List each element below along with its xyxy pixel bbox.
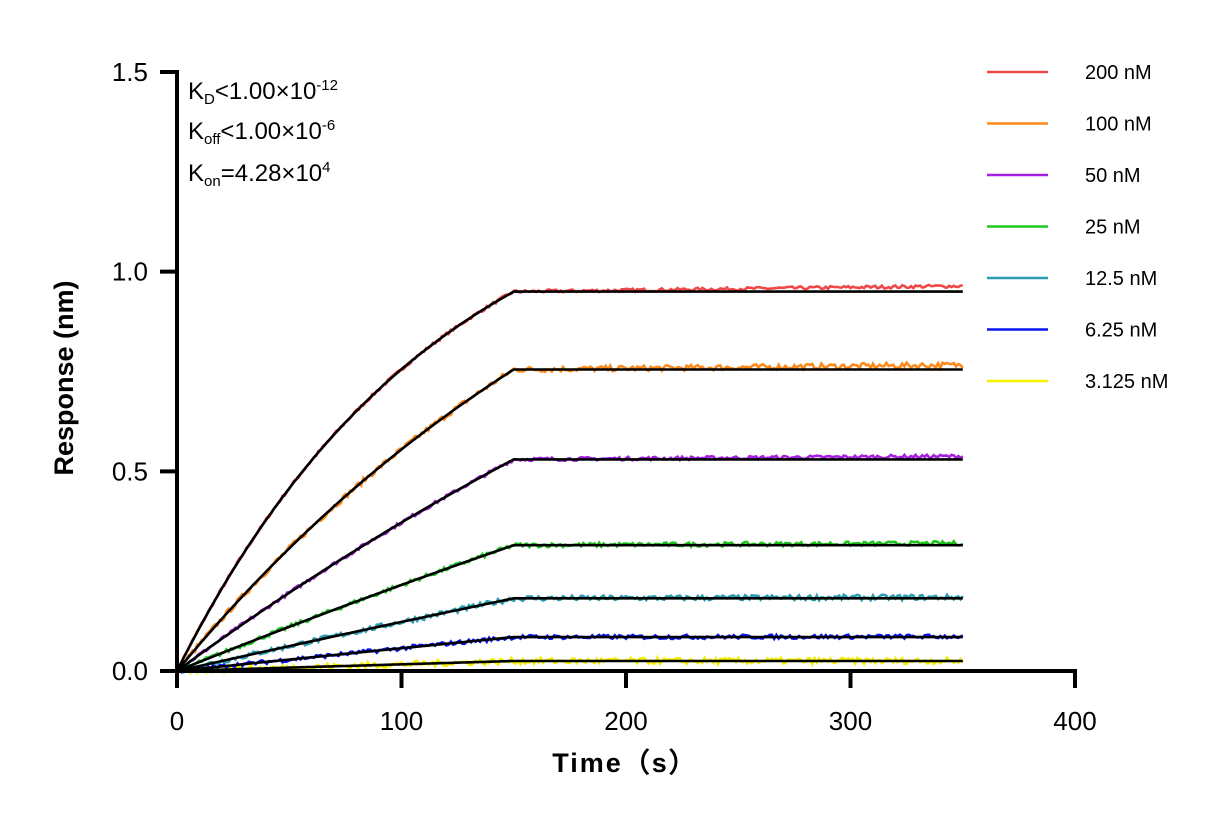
- legend: 200 nM 100 nM 50 nM 25 nM 12.5 nM 6.25 nM 3.12…: [987, 62, 1168, 393]
- fit-line-25-nM: [176, 543, 963, 673]
- kon-annotation: Kon=4.28×104: [188, 159, 331, 190]
- x-tick-label: 300: [829, 706, 872, 736]
- y-tick-label: 1.5: [112, 57, 148, 87]
- legend-label: 12.5 nM: [1085, 268, 1157, 290]
- curves: [175, 283, 964, 676]
- fit-line-12.5-nM: [176, 597, 963, 673]
- fit-line-100-nM: [175, 368, 963, 672]
- x-axis-title: Time（s）: [552, 748, 698, 778]
- fit-line-50-nM: [176, 458, 963, 673]
- legend-label: 200 nM: [1085, 62, 1152, 84]
- legend-label: 25 nM: [1085, 217, 1141, 239]
- fit-line-6.25-nM: [176, 635, 963, 673]
- kd-annotation: KD<1.00×10-12: [188, 77, 338, 108]
- y-tick-label: 0.5: [112, 456, 148, 486]
- x-tick-label: 400: [1053, 706, 1096, 736]
- fit-line-200-nM: [175, 290, 963, 672]
- series-line-50-nM: [176, 452, 964, 674]
- x-tick-label: 200: [604, 706, 647, 736]
- legend-label: 3.125 nM: [1085, 371, 1168, 393]
- fit-line-3.125-nM: [176, 659, 963, 673]
- y-axis-title: Response (nm): [49, 280, 79, 475]
- series-line-200-nM: [176, 283, 963, 671]
- legend-label: 50 nM: [1085, 165, 1141, 187]
- fit-curves: [175, 290, 963, 673]
- series-line-25-nM: [176, 539, 964, 674]
- legend-label: 6.25 nM: [1085, 320, 1157, 342]
- y-tick-label: 0.0: [112, 656, 148, 686]
- koff-annotation: Koff<1.00×10-6: [188, 117, 336, 148]
- legend-label: 100 nM: [1085, 114, 1152, 136]
- ticks: 0 100 200 300 400 0.0 0.5 1.0 1.5: [112, 57, 1097, 736]
- x-tick-label: 0: [170, 706, 184, 736]
- y-tick-label: 1.0: [112, 257, 148, 287]
- x-tick-label: 100: [380, 706, 423, 736]
